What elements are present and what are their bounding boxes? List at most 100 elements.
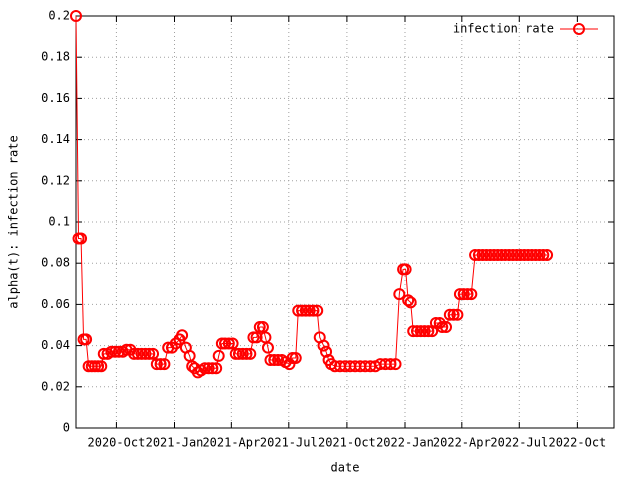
x-tick-label: 2021-Jan — [146, 436, 204, 450]
y-tick-label: 0.16 — [41, 91, 70, 105]
y-tick-label: 0.12 — [41, 173, 70, 187]
data-point — [418, 325, 431, 338]
data-point — [510, 248, 523, 261]
y-axis-title: alpha(t): infection rate — [7, 135, 21, 308]
x-tick-label: 2022-Jul — [490, 436, 548, 450]
data-point — [384, 358, 397, 371]
data-point — [402, 294, 415, 307]
data-point — [472, 248, 485, 261]
x-axis-title: date — [331, 461, 360, 475]
data-point — [176, 329, 189, 342]
data-point — [461, 288, 474, 301]
data-point — [289, 351, 302, 364]
data-point — [410, 325, 423, 338]
data-point — [154, 358, 167, 371]
series-line — [75, 15, 548, 374]
data-point — [476, 248, 489, 261]
data-point — [283, 358, 296, 371]
data-point — [147, 347, 160, 360]
data-point — [399, 263, 412, 276]
data-point — [143, 347, 156, 360]
data-point — [222, 337, 235, 350]
data-point — [447, 308, 460, 321]
data-point — [407, 325, 420, 338]
y-tick-label: 0.18 — [41, 50, 70, 64]
data-point — [518, 248, 531, 261]
data-point — [533, 248, 546, 261]
x-tick-label: 2022-Jan — [376, 436, 434, 450]
data-point — [95, 360, 108, 373]
y-tick-label: 0.2 — [48, 9, 70, 23]
data-point — [212, 349, 225, 362]
data-point — [465, 288, 478, 301]
data-point — [240, 347, 253, 360]
data-point — [303, 304, 316, 317]
data-point — [135, 347, 148, 360]
data-point — [112, 345, 125, 358]
data-point — [292, 304, 305, 317]
data-point — [272, 354, 285, 367]
legend-marker — [573, 23, 585, 35]
data-point — [70, 10, 82, 22]
data-point — [480, 248, 493, 261]
data-point — [320, 345, 333, 358]
data-point — [404, 296, 417, 309]
data-point — [75, 232, 88, 245]
data-point — [422, 325, 435, 338]
data-point — [488, 248, 501, 261]
y-tick-label: 0.02 — [41, 379, 70, 393]
data-point — [522, 248, 535, 261]
data-point — [389, 358, 402, 371]
data-point — [264, 354, 277, 367]
data-point — [198, 362, 211, 375]
data-point — [236, 347, 249, 360]
data-point — [261, 341, 274, 354]
data-point — [440, 321, 453, 334]
data-point — [296, 304, 309, 317]
data-point — [202, 362, 215, 375]
data-point — [128, 347, 141, 360]
y-tick-label: 0.14 — [41, 132, 70, 146]
data-point — [311, 304, 324, 317]
y-tick-label: 0.1 — [48, 215, 70, 229]
data-point — [226, 337, 239, 350]
data-point — [491, 248, 504, 261]
data-point — [506, 248, 519, 261]
data-point — [457, 288, 470, 301]
y-tick-label: 0.04 — [41, 338, 70, 352]
data-point — [80, 333, 93, 346]
data-point — [414, 325, 427, 338]
data-point — [299, 304, 312, 317]
data-point — [469, 248, 482, 261]
data-point — [150, 358, 163, 371]
x-tick-label: 2021-Apr — [202, 436, 260, 450]
x-tick-label: 2022-Oct — [548, 436, 606, 450]
plot-frame — [75, 15, 615, 429]
data-point — [525, 248, 538, 261]
data-point — [451, 308, 464, 321]
y-tick-label: 0.08 — [41, 256, 70, 270]
data-point — [495, 248, 508, 261]
data-point — [317, 339, 330, 352]
data-point — [453, 288, 466, 301]
data-point — [105, 345, 118, 358]
data-point — [268, 354, 281, 367]
data-point — [529, 248, 542, 261]
data-point — [541, 248, 554, 261]
data-point — [97, 347, 110, 360]
data-point — [307, 304, 320, 317]
x-tick-label: 2022-Apr — [433, 436, 491, 450]
data-point — [499, 248, 512, 261]
data-point — [503, 248, 516, 261]
data-point — [210, 362, 223, 375]
data-point — [219, 337, 232, 350]
data-point — [131, 347, 144, 360]
data-point — [393, 288, 406, 301]
data-point — [250, 331, 263, 344]
x-tick-label: 2020-Oct — [88, 436, 146, 450]
y-tick-label: 0.06 — [41, 297, 70, 311]
x-tick-label: 2021-Jul — [260, 436, 318, 450]
data-point — [232, 347, 245, 360]
x-tick-label: 2021-Oct — [318, 436, 376, 450]
